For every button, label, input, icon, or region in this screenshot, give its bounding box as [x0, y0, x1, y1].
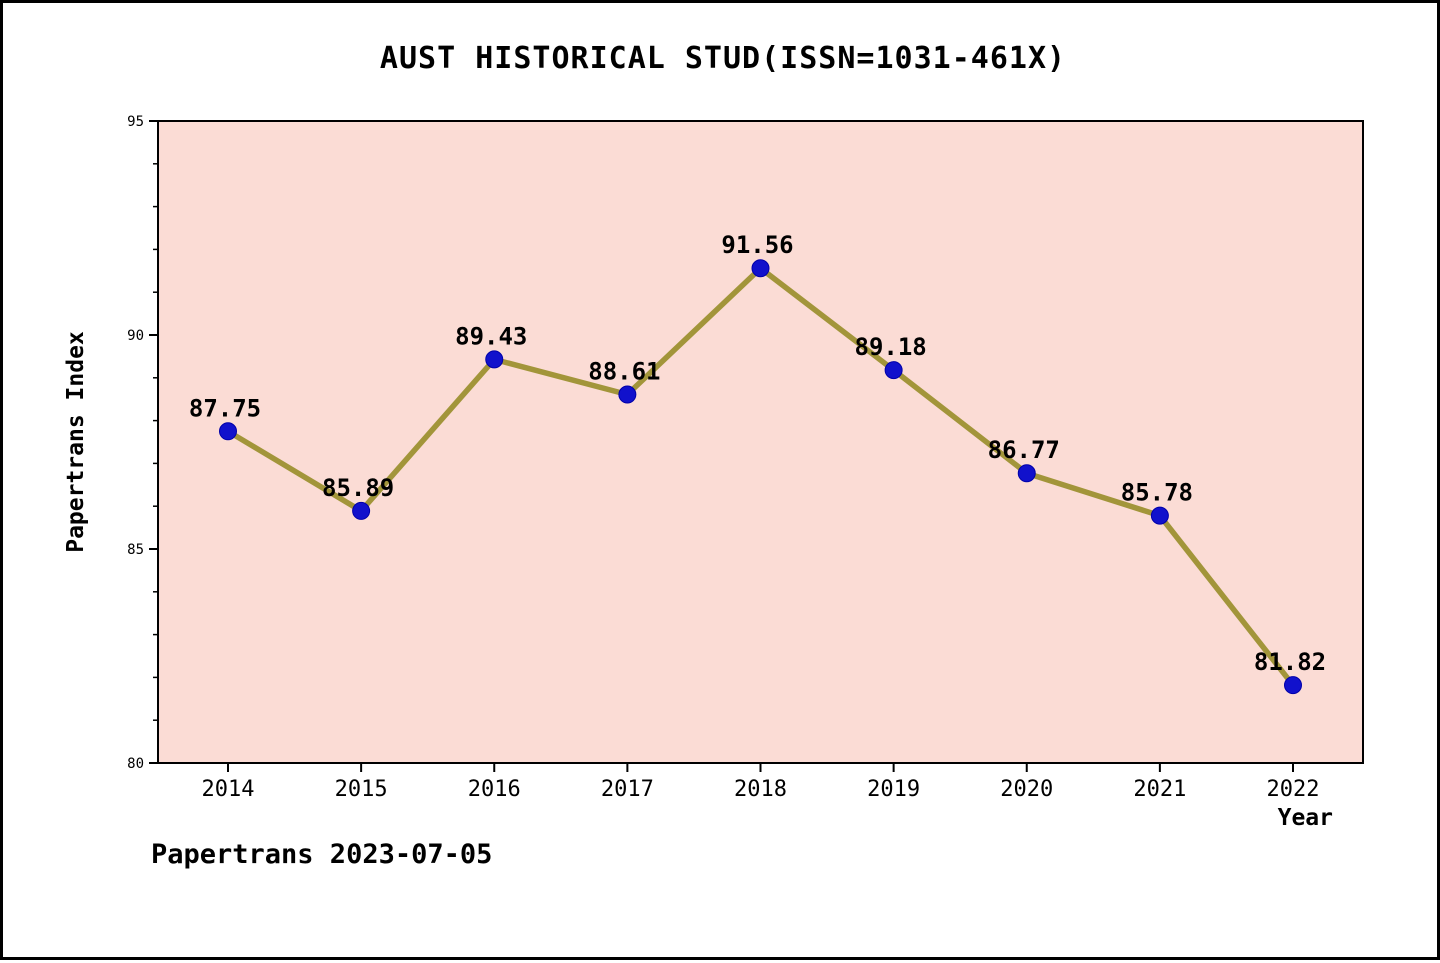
- data-point: [884, 361, 903, 380]
- y-tick-label: 80: [127, 756, 144, 772]
- point-label: 91.56: [721, 231, 793, 259]
- point-label: 89.43: [455, 322, 527, 350]
- data-point: [618, 385, 637, 404]
- y-tick-label: 95: [127, 114, 144, 130]
- point-label: 86.77: [988, 436, 1060, 464]
- x-tick-label: 2020: [1000, 777, 1053, 802]
- line-chart: 80 85 90 95 2014 2015 2016 2017 2018 2019 2020 2021…: [63, 114, 1364, 831]
- x-tick-label: 2018: [734, 777, 787, 802]
- x-tick-label: 2022: [1267, 777, 1320, 802]
- data-point: [1284, 676, 1302, 695]
- x-axis-title: Year: [1278, 805, 1333, 831]
- y-axis-title: Papertrans Index: [63, 331, 89, 553]
- point-label: 87.75: [189, 394, 261, 422]
- data-point: [1150, 506, 1169, 525]
- data-point: [352, 501, 371, 520]
- x-tick-label: 2017: [601, 777, 654, 802]
- plot-border: [157, 120, 1364, 764]
- x-tick-label: 2014: [202, 777, 255, 802]
- data-point: [485, 350, 504, 369]
- footer-note: Papertrans 2023-07-05: [151, 839, 493, 870]
- data-point: [751, 259, 770, 278]
- x-tick-label: 2019: [867, 777, 920, 802]
- point-label: 89.18: [855, 333, 927, 361]
- data-point: [1017, 464, 1036, 483]
- point-label: 85.78: [1121, 479, 1193, 507]
- point-label: 85.89: [322, 474, 394, 502]
- y-tick-label: 85: [127, 542, 144, 558]
- data-point: [219, 422, 237, 441]
- x-tick-label: 2015: [335, 777, 388, 802]
- chart-title: AUST HISTORICAL STUD(ISSN=1031-461X): [379, 41, 1067, 76]
- point-label: 88.61: [588, 357, 660, 385]
- point-label: 81.82: [1254, 648, 1326, 676]
- plot-area: [158, 121, 1363, 763]
- x-tick-label: 2021: [1133, 777, 1186, 802]
- y-tick-label: 90: [127, 328, 144, 344]
- x-tick-label: 2016: [468, 777, 521, 802]
